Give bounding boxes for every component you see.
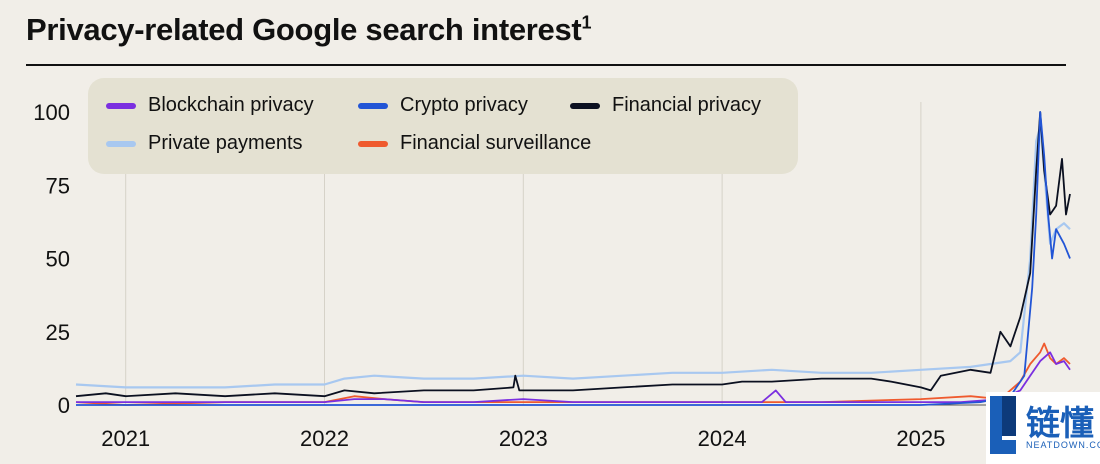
legend-item: Financial surveillance — [358, 132, 591, 155]
watermark: 链懂 NEATDOWN.COM — [986, 392, 1100, 464]
y-tick-label: 50 — [46, 247, 70, 272]
legend-item: Crypto privacy — [358, 94, 528, 117]
y-tick-label: 100 — [33, 100, 70, 125]
legend-label: Financial surveillance — [400, 132, 592, 154]
y-tick-label: 0 — [58, 393, 70, 418]
legend-swatch — [106, 102, 136, 109]
watermark-subtext: NEATDOWN.COM — [1026, 440, 1100, 450]
y-tick-label: 75 — [46, 173, 70, 198]
chart-title: Privacy-related Google search interest1 — [26, 12, 592, 47]
series-line-financial-surveillance — [75, 342, 1071, 406]
legend-label: Financial privacy — [612, 94, 761, 116]
x-tick-label: 2023 — [499, 426, 548, 451]
title-divider — [26, 64, 1066, 66]
legend-item: Financial privacy — [570, 94, 761, 117]
legend-swatch — [106, 140, 136, 147]
legend-swatch — [358, 140, 388, 147]
legend-swatch — [570, 102, 600, 109]
y-tick-label: 25 — [46, 320, 70, 345]
legend-label: Private payments — [148, 132, 303, 154]
legend: Blockchain privacy Crypto privacy Financia… — [88, 78, 798, 174]
legend-item: Blockchain privacy — [106, 94, 314, 117]
title-footnote: 1 — [581, 12, 592, 33]
series-line-blockchain-privacy — [76, 351, 1071, 403]
legend-item: Private payments — [106, 132, 303, 155]
watermark-text: 链懂 — [1026, 404, 1094, 444]
legend-label: Blockchain privacy — [148, 94, 314, 116]
neatdown-logo-icon — [990, 396, 1016, 454]
x-tick-label: 2024 — [698, 426, 747, 451]
x-tick-label: 2021 — [101, 426, 150, 451]
legend-swatch — [358, 102, 388, 109]
x-tick-label: 2022 — [300, 426, 349, 451]
legend-label: Crypto privacy — [400, 94, 528, 116]
x-tick-label: 2025 — [896, 426, 945, 451]
